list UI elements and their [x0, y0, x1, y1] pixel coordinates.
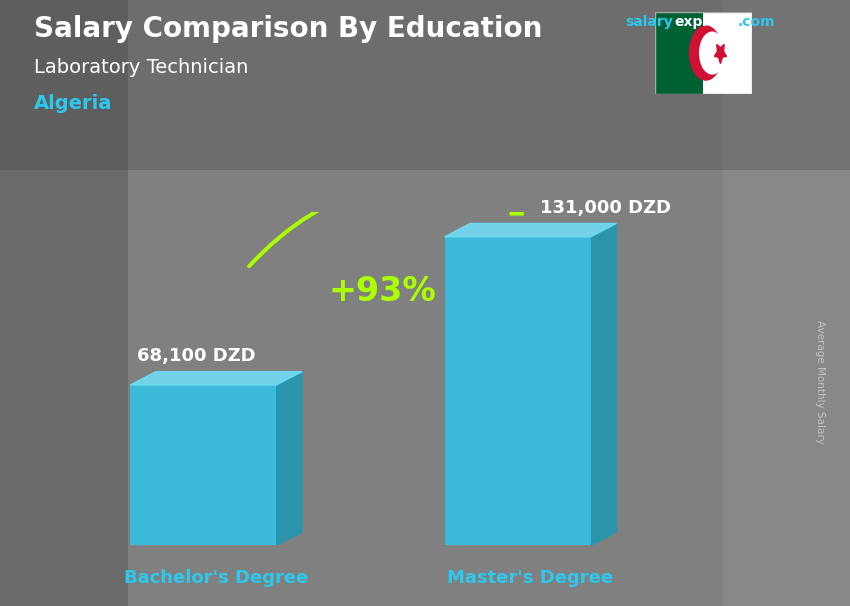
Circle shape [700, 32, 725, 74]
Polygon shape [445, 224, 616, 237]
Text: salary: salary [625, 15, 672, 29]
Text: Algeria: Algeria [34, 94, 112, 113]
Bar [703, 12, 752, 94]
Text: Bachelor's Degree: Bachelor's Degree [124, 568, 309, 587]
Bar [722, 0, 850, 606]
FancyArrowPatch shape [249, 185, 522, 266]
Text: Master's Degree: Master's Degree [447, 568, 614, 587]
Bar [0, 0, 850, 170]
Bar [130, 385, 276, 545]
Text: 131,000 DZD: 131,000 DZD [540, 199, 671, 217]
Circle shape [689, 26, 722, 80]
Bar [654, 12, 703, 94]
Text: Salary Comparison By Education: Salary Comparison By Education [34, 15, 542, 43]
Bar [445, 237, 591, 545]
Polygon shape [130, 371, 302, 385]
Text: explorer: explorer [674, 15, 740, 29]
Text: Average Monthly Salary: Average Monthly Salary [815, 320, 825, 444]
Bar [128, 0, 722, 606]
Polygon shape [715, 44, 727, 64]
Text: 68,100 DZD: 68,100 DZD [137, 347, 255, 365]
Bar [0, 0, 128, 606]
Text: +93%: +93% [329, 275, 436, 308]
Polygon shape [276, 371, 302, 545]
Polygon shape [591, 224, 616, 545]
Text: Laboratory Technician: Laboratory Technician [34, 58, 248, 76]
Text: .com: .com [738, 15, 775, 29]
